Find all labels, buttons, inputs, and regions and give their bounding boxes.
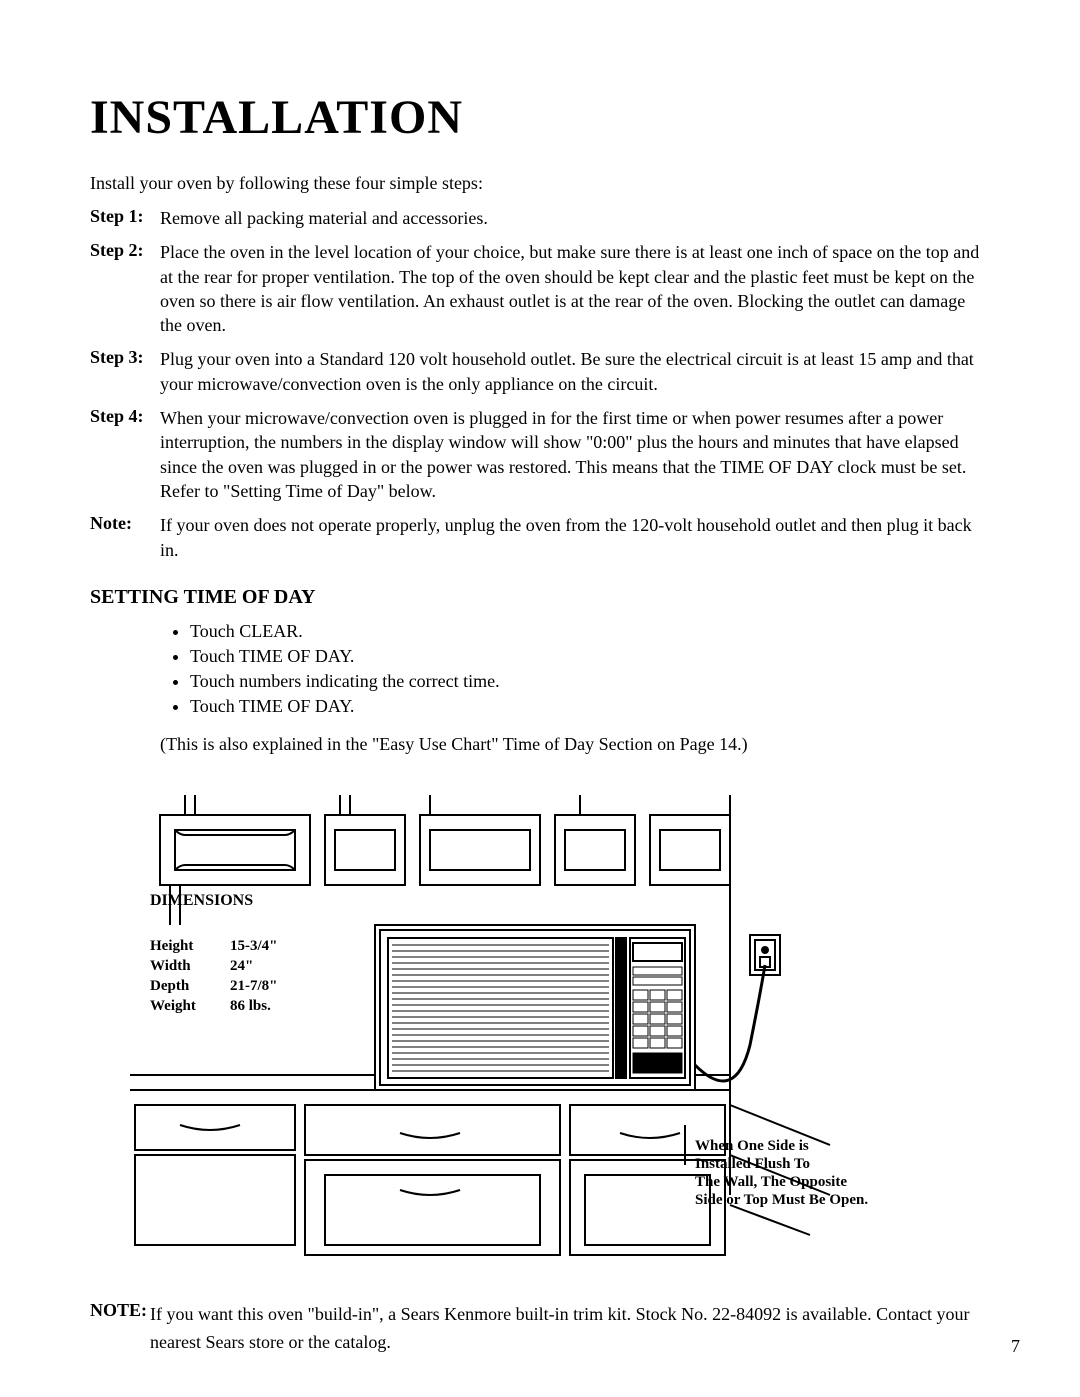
- callout-line: The Wall, The Opposite: [695, 1174, 847, 1190]
- dim-key: Height: [150, 938, 193, 954]
- dim-val: 86 lbs.: [230, 998, 271, 1014]
- installation-illustration: DIMENSIONS Height 15-3/4" Width 24" Dept…: [130, 795, 950, 1270]
- dim-key: Depth: [150, 978, 190, 994]
- step-label: Note:: [90, 513, 160, 562]
- list-item: Touch TIME OF DAY.: [190, 694, 990, 719]
- dim-val: 21-7/8": [230, 978, 278, 994]
- section-heading: SETTING TIME OF DAY: [90, 586, 990, 609]
- footnote-body: If you want this oven "build-in", a Sear…: [150, 1300, 990, 1358]
- step-row: Step 3: Plug your oven into a Standard 1…: [90, 347, 990, 396]
- dim-key: Weight: [150, 998, 196, 1014]
- step-row: Step 2: Place the oven in the level loca…: [90, 240, 990, 337]
- footnote: NOTE: If you want this oven "build-in", …: [90, 1300, 990, 1358]
- kitchen-svg: DIMENSIONS Height 15-3/4" Width 24" Dept…: [130, 795, 950, 1265]
- step-row: Step 4: When your microwave/convection o…: [90, 406, 990, 503]
- step-body: Remove all packing material and accessor…: [160, 206, 990, 230]
- setting-time-list: Touch CLEAR. Touch TIME OF DAY. Touch nu…: [90, 619, 990, 720]
- dim-key: Width: [150, 958, 191, 974]
- step-body: Place the oven in the level location of …: [160, 240, 990, 337]
- intro-text: Install your oven by following these fou…: [90, 173, 990, 194]
- step-label: Step 4:: [90, 406, 160, 503]
- page-title: INSTALLATION: [90, 90, 990, 145]
- dim-val: 24": [230, 958, 253, 974]
- step-label: Step 2:: [90, 240, 160, 337]
- callout-line: Installed Flush To: [695, 1156, 810, 1172]
- list-item: Touch CLEAR.: [190, 619, 990, 644]
- dimensions-title: DIMENSIONS: [150, 892, 253, 909]
- page-number: 7: [1011, 1336, 1020, 1357]
- step-label: Step 3:: [90, 347, 160, 396]
- callout-line: When One Side is: [695, 1138, 809, 1154]
- page: INSTALLATION Install your oven by follow…: [0, 0, 1080, 1397]
- explain-text: (This is also explained in the "Easy Use…: [160, 734, 990, 755]
- step-row: Note: If your oven does not operate prop…: [90, 513, 990, 562]
- step-label: Step 1:: [90, 206, 160, 230]
- list-item: Touch TIME OF DAY.: [190, 644, 990, 669]
- callout-line: Side or Top Must Be Open.: [695, 1192, 868, 1208]
- footnote-label: NOTE:: [90, 1300, 150, 1358]
- list-item: Touch numbers indicating the correct tim…: [190, 669, 990, 694]
- dim-val: 15-3/4": [230, 938, 278, 954]
- step-body: If your oven does not operate properly, …: [160, 513, 990, 562]
- step-body: When your microwave/convection oven is p…: [160, 406, 990, 503]
- step-body: Plug your oven into a Standard 120 volt …: [160, 347, 990, 396]
- step-row: Step 1: Remove all packing material and …: [90, 206, 990, 230]
